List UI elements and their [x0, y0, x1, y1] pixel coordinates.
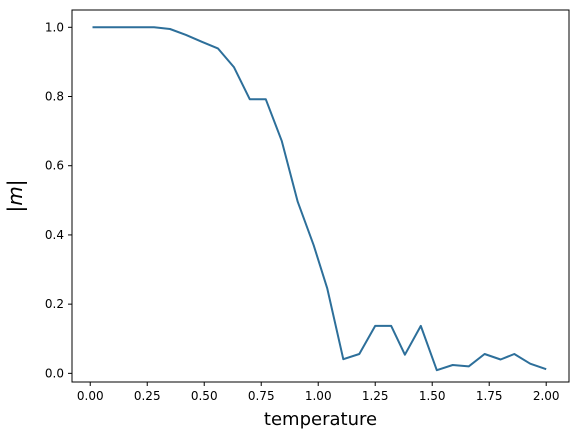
x-tick-label: 0.25: [134, 389, 161, 403]
x-tick-label: 2.00: [533, 389, 560, 403]
y-tick-label: 0.2: [45, 297, 64, 311]
x-tick-label: 0.50: [191, 389, 218, 403]
series-layer: [92, 26, 547, 372]
y-axis-ticks: 0.0 0.2 0.4 0.6 0.8 1.0: [45, 20, 72, 380]
x-tick-label: 1.75: [476, 389, 503, 403]
y-tick-label: 0.0: [45, 366, 64, 380]
x-axis-ticks: 0.00 0.25 0.50 0.75 1.00 1.25 1.50 1.75 2.00: [77, 382, 560, 403]
y-tick-label: 1.0: [45, 20, 64, 34]
y-tick-label: 0.4: [45, 228, 64, 242]
x-axis-label: temperature: [264, 409, 377, 430]
series-line: [92, 26, 547, 372]
x-tick-label: 1.50: [419, 389, 446, 403]
y-axis-label: |m|: [3, 180, 27, 213]
x-tick-label: 1.00: [305, 389, 332, 403]
plot-frame: [71, 9, 570, 383]
x-tick-label: 1.25: [362, 389, 389, 403]
y-tick-label: 0.8: [45, 90, 64, 104]
x-tick-label: 0.00: [77, 389, 104, 403]
x-tick-label: 0.75: [248, 389, 275, 403]
y-tick-label: 0.6: [45, 159, 64, 173]
